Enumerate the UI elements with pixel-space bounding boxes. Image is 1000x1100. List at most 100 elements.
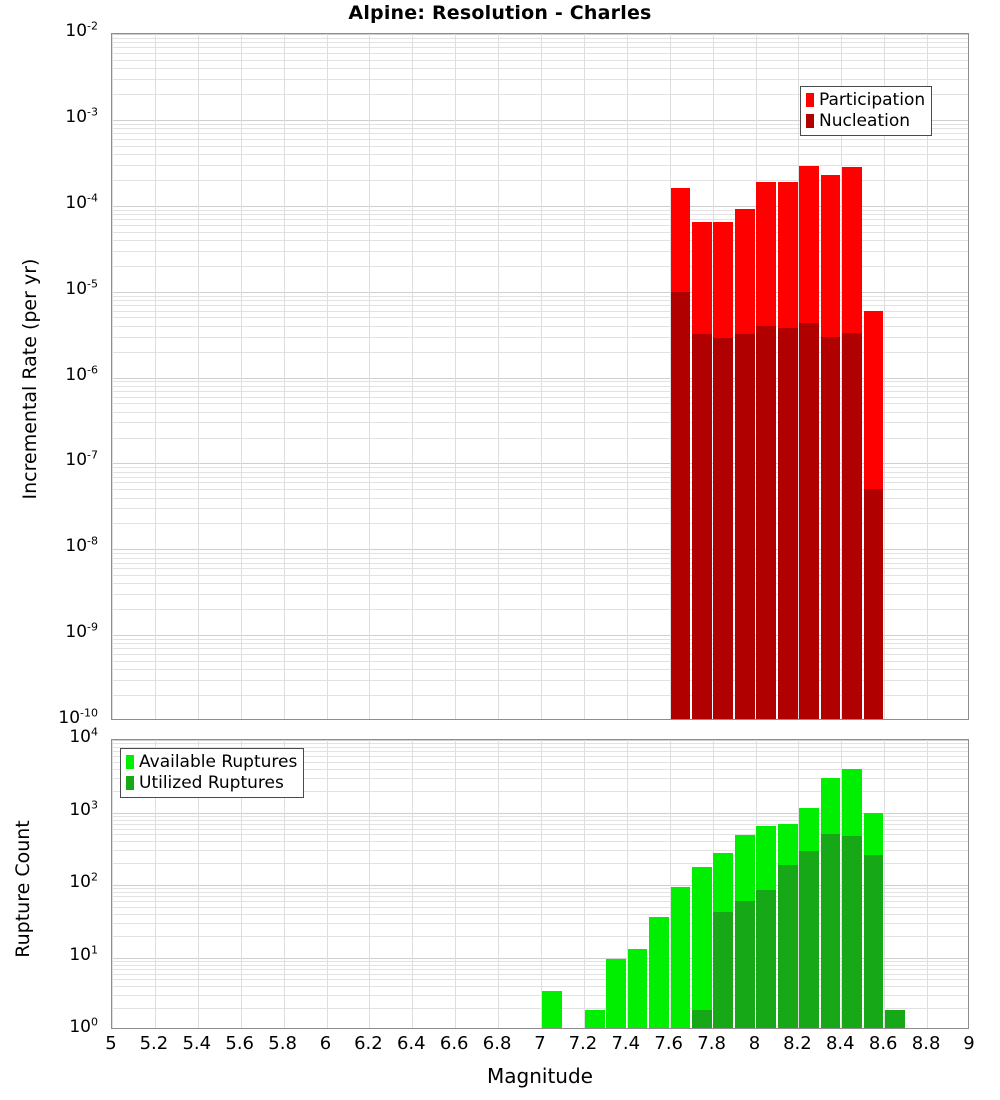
gridline-horizontal bbox=[112, 250, 968, 252]
bar bbox=[713, 337, 734, 719]
y-axis-title-bottom: Rupture Count bbox=[12, 820, 34, 958]
gridline-horizontal bbox=[112, 957, 968, 959]
y-axis-tick-label: 101 bbox=[69, 942, 98, 965]
x-axis-tick-label: 5.2 bbox=[139, 1033, 169, 1054]
x-axis-tick-label: 6.2 bbox=[354, 1033, 383, 1054]
gridline-horizontal bbox=[112, 239, 968, 241]
y-axis-tick-label: 102 bbox=[69, 870, 98, 892]
bar bbox=[820, 834, 841, 1028]
bar bbox=[863, 489, 884, 719]
gridline-horizontal bbox=[112, 78, 968, 80]
gridline-horizontal bbox=[112, 568, 968, 570]
gridline-vertical bbox=[927, 34, 929, 719]
gridline-vertical bbox=[541, 740, 542, 1028]
gridline-horizontal bbox=[112, 467, 968, 469]
bars-bottom bbox=[112, 740, 968, 1028]
x-axis-tick-label: 8.4 bbox=[825, 1033, 855, 1054]
gridline-vertical bbox=[112, 740, 113, 1028]
gridline-horizontal bbox=[112, 553, 968, 555]
gridline-horizontal bbox=[112, 325, 968, 327]
x-axis-tick-label: 6 bbox=[319, 1033, 332, 1054]
legend-label-available-ruptures: Available Ruptures bbox=[139, 752, 298, 772]
incremental-rate-plot: Participation Nucleation bbox=[111, 33, 969, 720]
gridline-horizontal bbox=[112, 768, 968, 770]
gridline-vertical bbox=[240, 740, 242, 1028]
gridline-horizontal bbox=[112, 265, 968, 267]
gridline-horizontal bbox=[112, 317, 968, 319]
gridline-vertical bbox=[326, 34, 328, 719]
gridline-vertical bbox=[455, 34, 457, 719]
y-axis-tick-label: 10-7 bbox=[65, 448, 98, 471]
gridline-horizontal bbox=[112, 841, 968, 843]
x-axis-tick-label: 6.4 bbox=[396, 1033, 426, 1054]
gridline-horizontal bbox=[112, 411, 968, 413]
bar bbox=[670, 291, 691, 719]
gridline-horizontal bbox=[112, 609, 968, 611]
gridline-vertical bbox=[541, 34, 542, 719]
y-axis-tick-label: 10-6 bbox=[65, 362, 98, 385]
bar bbox=[777, 327, 798, 719]
gridline-horizontal bbox=[112, 476, 968, 478]
gridline-vertical bbox=[669, 34, 671, 719]
gridline-horizontal bbox=[112, 119, 968, 121]
gridline-vertical bbox=[841, 740, 843, 1028]
y-axis-tick-label: 10-8 bbox=[65, 534, 98, 557]
gridline-vertical bbox=[197, 34, 199, 719]
x-axis-tick-label: 7 bbox=[534, 1033, 546, 1054]
gridline-horizontal bbox=[112, 422, 968, 424]
gridline-vertical bbox=[112, 34, 113, 719]
gridline-horizontal bbox=[112, 523, 968, 525]
bar bbox=[820, 336, 841, 719]
gridline-horizontal bbox=[112, 179, 968, 181]
gridline-horizontal bbox=[112, 995, 968, 997]
legend-swatch-participation bbox=[806, 93, 814, 108]
gridline-horizontal bbox=[112, 790, 968, 792]
y-axis-ticks-top: 10-2 10-3 10-4 10-5 10-6 10-7 10-8 10-9 10-10 bbox=[0, 20, 106, 726]
gridline-horizontal bbox=[112, 231, 968, 233]
legend-swatch-nucleation bbox=[806, 114, 814, 129]
gridline-horizontal bbox=[112, 922, 968, 924]
y-axis-title-top: Incremental Rate (per yr) bbox=[19, 258, 41, 500]
gridline-vertical bbox=[369, 34, 371, 719]
gridline-vertical bbox=[712, 740, 714, 1028]
gridline-horizontal bbox=[112, 471, 968, 473]
gridline-horizontal bbox=[112, 489, 968, 491]
gridline-horizontal bbox=[112, 901, 968, 903]
gridline-vertical bbox=[283, 740, 285, 1028]
gridline-horizontal bbox=[112, 396, 968, 398]
bar bbox=[670, 886, 691, 1028]
gridline-horizontal bbox=[112, 740, 968, 741]
gridline-horizontal bbox=[112, 960, 968, 962]
gridline-horizontal bbox=[112, 437, 968, 439]
y-axis-tick-label: 100 bbox=[69, 1015, 98, 1037]
gridline-vertical bbox=[412, 740, 414, 1028]
gridline-horizontal bbox=[112, 295, 968, 297]
gridline-vertical bbox=[841, 34, 843, 719]
bar bbox=[885, 1009, 905, 1028]
gridline-horizontal bbox=[112, 680, 968, 682]
gridline-vertical bbox=[755, 740, 757, 1028]
legend-label-participation: Participation bbox=[819, 90, 926, 110]
gridline-horizontal bbox=[112, 94, 968, 96]
gridline-horizontal bbox=[112, 299, 968, 301]
gridline-horizontal bbox=[112, 834, 968, 836]
gridline-horizontal bbox=[112, 669, 968, 671]
bar bbox=[691, 867, 712, 1028]
gridline-horizontal bbox=[112, 224, 968, 226]
gridline-vertical bbox=[583, 34, 585, 719]
gridline-horizontal bbox=[112, 888, 968, 890]
gridline-horizontal bbox=[112, 310, 968, 312]
gridline-horizontal bbox=[112, 47, 968, 49]
gridline-vertical bbox=[154, 34, 156, 719]
x-axis-tick-label: 8.2 bbox=[783, 1033, 812, 1054]
gridline-horizontal bbox=[112, 823, 968, 825]
bar bbox=[777, 864, 798, 1028]
gridline-horizontal bbox=[112, 863, 968, 865]
legend-incremental-rate: Participation Nucleation bbox=[800, 86, 933, 137]
gridline-vertical bbox=[455, 740, 457, 1028]
y-axis-ticks-bottom: 104 103 102 101 100 bbox=[0, 726, 106, 1035]
gridline-horizontal bbox=[112, 913, 968, 915]
gridline-horizontal bbox=[112, 381, 968, 383]
y-axis-tick-label: 10-4 bbox=[65, 191, 98, 213]
bar bbox=[627, 949, 648, 1028]
